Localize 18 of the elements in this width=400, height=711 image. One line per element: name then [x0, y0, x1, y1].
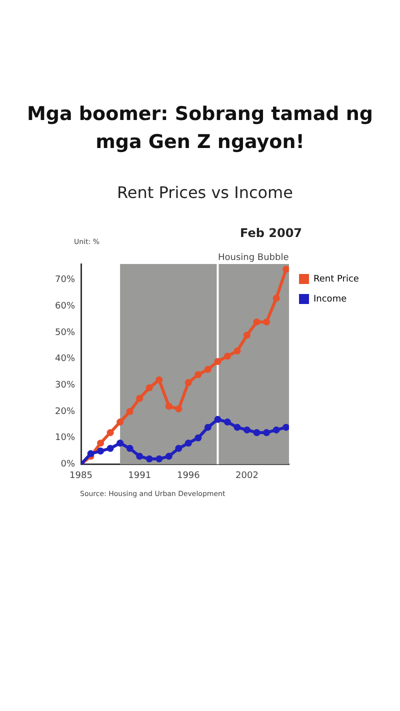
y-tick-label: 60% [54, 301, 76, 312]
legend-label: Rent Price [314, 274, 360, 284]
x-tick-label: 2002 [236, 470, 258, 481]
x-tick-label: 1996 [176, 470, 200, 481]
y-tick-label: 70% [54, 275, 76, 286]
x-tick-label: 1991 [128, 470, 152, 481]
x-tick-label: 1985 [70, 470, 92, 481]
y-tick-label: 0% [60, 460, 76, 470]
text: Mga boomer: Sobrang tamad ng mga Gen Z ngayon! [26, 102, 374, 155]
y-tick-label: 10% [54, 433, 76, 444]
y-tick-label: 50% [54, 328, 76, 338]
legend-label: Income [314, 294, 348, 304]
chart-title: Rent Prices vs Income [116, 183, 294, 202]
band-label: Housing Bubble [218, 252, 290, 263]
y-tick-label: 30% [54, 380, 76, 391]
y-tick-label: 40% [54, 354, 76, 364]
y-tick-label: 20% [54, 406, 76, 417]
text: Feb 2007 [240, 226, 302, 240]
